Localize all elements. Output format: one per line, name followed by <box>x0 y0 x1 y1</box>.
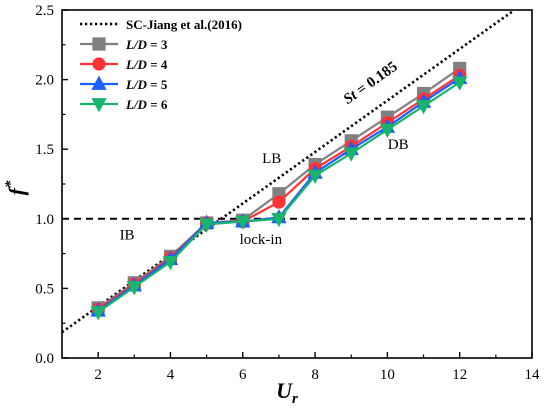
x-tick-label: 12 <box>452 367 467 383</box>
legend-item-ld-4: L/D = 4 <box>80 57 168 72</box>
data-point <box>126 281 142 296</box>
y-tick-label: 0.0 <box>35 351 54 367</box>
data-point <box>452 76 468 91</box>
x-tick-label: 2 <box>94 367 102 383</box>
series-ld-6 <box>90 76 468 321</box>
y-tick-label: 2.0 <box>35 73 54 89</box>
plot-lines <box>62 10 532 334</box>
data-point <box>307 169 323 184</box>
lock-in-label: lock-in <box>240 232 283 248</box>
x-tick-label: 14 <box>525 367 541 383</box>
y-tick-label: 1.5 <box>35 142 54 158</box>
data-point <box>343 147 359 162</box>
x-tick-label: 8 <box>311 367 319 383</box>
data-point <box>415 100 432 115</box>
y-tick-label: 2.5 <box>35 3 54 19</box>
legend-label: SC-Jiang et al.(2016) <box>126 17 242 32</box>
legend-marker <box>92 37 106 51</box>
y-axis-label: f* <box>3 180 29 195</box>
legend-marker <box>91 75 107 90</box>
st-label: St = 0.185 <box>341 59 401 108</box>
legend: SC-Jiang et al.(2016) L/D = 3 L/D = 4 L/D =… <box>80 17 242 113</box>
axis-ticks: 2 4 6 8 10 12 14 0.0 0.5 1.0 1.5 2.0 2.5 <box>35 3 540 383</box>
ib-label: IB <box>120 228 135 244</box>
legend-label: L/D = 4 <box>125 57 168 72</box>
legend-item-reference: SC-Jiang et al.(2016) <box>80 17 242 32</box>
plot-series <box>90 61 468 321</box>
data-point <box>162 256 179 271</box>
legend-label: L/D = 3 <box>125 37 168 52</box>
data-point <box>198 218 215 233</box>
legend-item-ld-6: L/D = 6 <box>80 97 168 113</box>
data-point <box>272 195 286 209</box>
legend-marker <box>91 98 107 113</box>
x-tick-label: 4 <box>167 367 175 383</box>
legend-item-ld-5: L/D = 5 <box>80 75 168 92</box>
lb-label: LB <box>262 151 281 167</box>
legend-label: L/D = 5 <box>125 77 168 92</box>
legend-label: L/D = 6 <box>125 97 168 112</box>
data-point <box>90 306 106 321</box>
data-point <box>271 212 287 228</box>
data-point <box>379 123 396 139</box>
x-tick-label: 10 <box>380 367 395 383</box>
y-tick-label: 1.0 <box>35 212 54 228</box>
x-tick-label: 6 <box>239 367 247 383</box>
y-tick-label: 0.5 <box>35 281 54 297</box>
db-label: DB <box>388 137 409 153</box>
legend-item-ld-3: L/D = 3 <box>80 37 168 52</box>
data-point <box>235 215 251 230</box>
x-axis-label: Ur <box>276 378 298 407</box>
legend-marker <box>92 57 106 71</box>
axis-labels: Ur f* <box>3 180 298 407</box>
